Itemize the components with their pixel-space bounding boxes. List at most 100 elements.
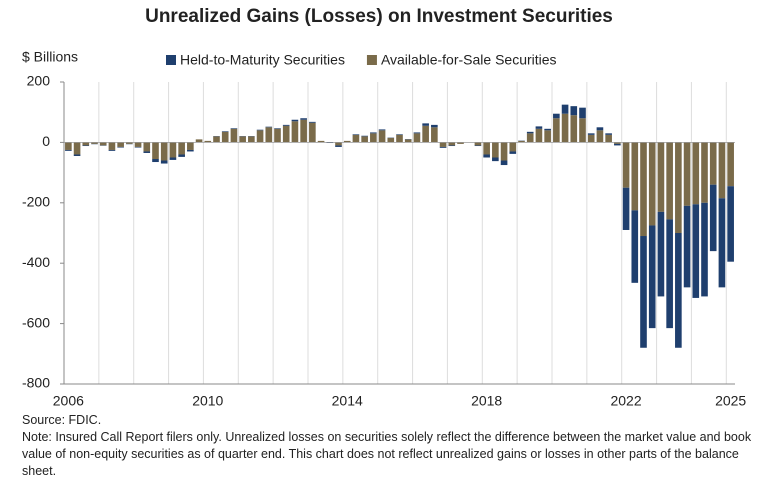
bar [65, 142, 72, 150]
bar [65, 149, 72, 151]
bar [448, 142, 456, 146]
x-tick-label: 2025 [715, 393, 746, 409]
bar [239, 136, 246, 143]
bar [309, 121, 316, 123]
bar [300, 118, 307, 120]
bar [701, 142, 708, 203]
bar [570, 115, 578, 143]
bar [500, 160, 508, 166]
bar [352, 134, 360, 143]
bar [544, 130, 551, 143]
y-tick-label: -800 [22, 375, 50, 391]
bar [82, 145, 90, 147]
bar [378, 130, 386, 143]
bar [492, 142, 499, 158]
bar [727, 142, 734, 187]
bar [657, 142, 665, 212]
bar [622, 142, 630, 188]
bar [422, 123, 429, 126]
bar [265, 126, 273, 128]
bar [300, 119, 307, 143]
legend-swatch [366, 55, 377, 65]
bar [640, 236, 647, 348]
bar [614, 143, 621, 146]
bar [413, 133, 421, 143]
bar [82, 142, 90, 146]
bar [431, 124, 438, 128]
bar [483, 154, 490, 158]
bar [396, 134, 403, 135]
bar [396, 134, 403, 143]
bar [692, 204, 700, 298]
bar [509, 142, 517, 152]
bar [309, 122, 316, 143]
bar [596, 127, 604, 131]
bar [187, 142, 194, 150]
bar [335, 142, 342, 146]
bar [561, 104, 569, 114]
bar [108, 142, 116, 150]
bar [683, 142, 691, 206]
bar [648, 225, 656, 329]
bar [134, 142, 142, 147]
bar [692, 142, 700, 205]
legend-label: Held-to-Maturity Securities [180, 52, 345, 68]
bar [169, 142, 177, 158]
x-tick-label: 2014 [332, 393, 363, 409]
bar [526, 131, 534, 134]
bar [282, 125, 290, 143]
bar [187, 149, 194, 152]
bar [587, 133, 595, 135]
notes: Source: FDIC. Note: Insured Call Report … [22, 412, 752, 480]
bar [587, 134, 595, 143]
y-tick-label: 0 [42, 133, 50, 149]
bar [640, 142, 647, 237]
bar [709, 184, 717, 252]
bar [422, 125, 429, 143]
bar [666, 219, 673, 329]
legend-label: Available-for-Sale Securities [381, 52, 557, 68]
y-tick-label: 200 [27, 73, 51, 89]
bar [195, 139, 203, 143]
bar [631, 142, 639, 211]
bar [474, 145, 482, 147]
bar [248, 136, 255, 143]
note: Note: Insured Call Report filers only. U… [22, 430, 752, 478]
y-axis-label: $ Billions [22, 49, 78, 65]
bar [553, 113, 560, 119]
bar [126, 142, 133, 144]
bar [448, 145, 456, 147]
bar [108, 149, 116, 151]
bar [160, 142, 168, 161]
bar [317, 140, 325, 143]
bar [570, 106, 578, 116]
bar [152, 159, 159, 163]
x-tick-label: 2018 [471, 393, 502, 409]
bar [622, 187, 630, 230]
bar [91, 142, 98, 144]
bar [117, 146, 124, 148]
legend-swatch [166, 55, 176, 65]
bar [718, 198, 726, 288]
bar [213, 136, 220, 143]
bar [256, 129, 264, 131]
source: Source: FDIC. [22, 413, 102, 427]
bar [134, 146, 142, 148]
bar [387, 137, 395, 143]
bar [335, 145, 342, 147]
bar [439, 142, 447, 147]
bar [178, 142, 185, 155]
bar [204, 140, 212, 143]
bar [404, 139, 412, 143]
bar [492, 157, 499, 162]
bar [709, 142, 717, 185]
bar [143, 142, 151, 152]
bar [370, 132, 377, 134]
y-tick-label: -600 [22, 314, 50, 330]
bar [596, 130, 604, 143]
bar [500, 142, 508, 161]
bar [675, 233, 682, 348]
bar [535, 128, 543, 143]
bar [431, 127, 438, 143]
